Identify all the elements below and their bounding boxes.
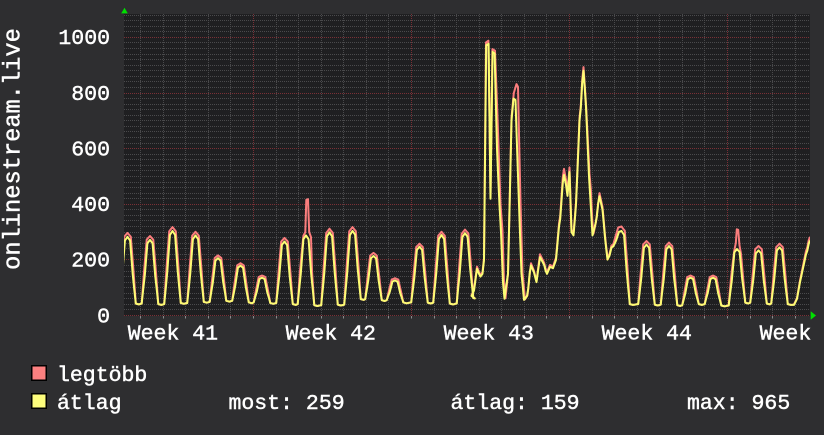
svg-text:600: 600 — [71, 138, 110, 162]
svg-text:onlinestream.live: onlinestream.live — [1, 28, 28, 270]
svg-text:most: 259: most: 259 — [229, 392, 345, 416]
svg-text:400: 400 — [71, 194, 110, 218]
svg-text:Week 44: Week 44 — [602, 323, 692, 347]
svg-text:max: 965: max: 965 — [687, 392, 790, 416]
svg-text:legtöbb: legtöbb — [57, 364, 147, 388]
svg-text:Week 42: Week 42 — [286, 323, 376, 347]
svg-text:0: 0 — [97, 305, 110, 329]
svg-text:Week 43: Week 43 — [444, 323, 534, 347]
svg-text:átlag: átlag — [57, 392, 122, 416]
svg-text:800: 800 — [71, 83, 110, 107]
svg-text:200: 200 — [71, 250, 110, 274]
svg-text:Week 45: Week 45 — [760, 323, 824, 347]
svg-text:átlag: 159: átlag: 159 — [451, 392, 580, 416]
svg-text:1000: 1000 — [58, 27, 110, 51]
svg-text:Week 41: Week 41 — [128, 323, 218, 347]
